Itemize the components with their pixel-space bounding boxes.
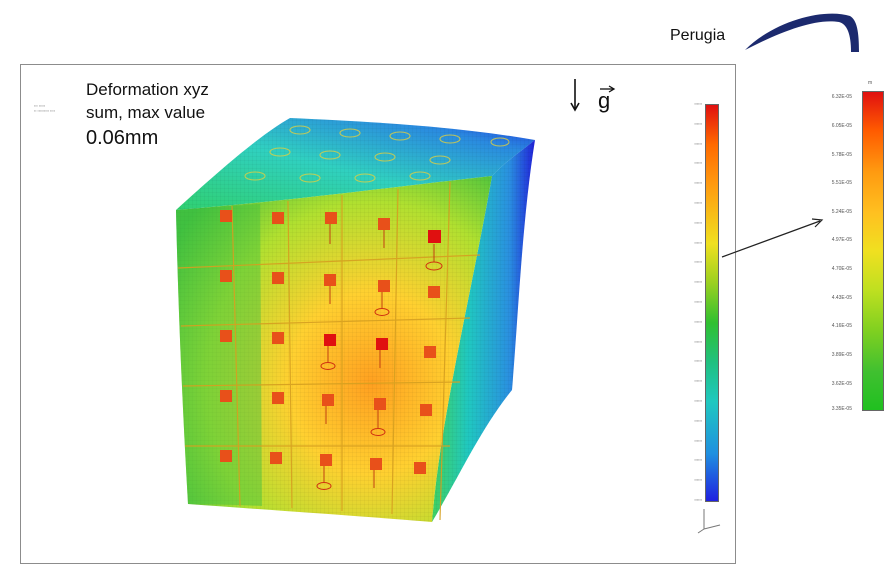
software-metadata: ▪▪▪ ▪▪▪▪▪ ▪▪ ▪▪▪▪▪▪▪▪▪ ▪▪▪▪ (34, 104, 56, 113)
deformation-caption: Deformation xyz sum, max value 0.06mm (86, 78, 209, 152)
legend-tick: 4.16E-05 (831, 323, 852, 330)
legend-tick: 4.97E-05 (831, 237, 852, 244)
deformation-colorbar (705, 104, 719, 502)
small-colorbar-ticks: ▪▪▪▪▪▪ ▪▪▪▪▪▪ ▪▪▪▪▪▪ ▪▪▪▪▪▪ ▪▪▪▪▪▪ ▪▪▪▪▪▪ ▪▪▪… (694, 102, 702, 502)
gravity-arrow-icon (570, 79, 580, 112)
university-logo-swoosh (745, 13, 859, 52)
legend-tick: 5.51E-05 (831, 180, 852, 187)
logo-text: Perugia (670, 27, 726, 44)
legend-tick: 6.05E-05 (831, 122, 852, 129)
legend-unit: m (868, 80, 873, 86)
legend-tick: 3.62E-05 (831, 380, 852, 387)
zoomed-colorbar (862, 91, 884, 411)
gravity-symbol: g (598, 88, 611, 113)
axes-triad-icon (697, 509, 721, 534)
vector-arrow-icon (600, 85, 616, 93)
zoomed-legend-ticks: 6.32E-05 6.05E-05 5.78E-05 5.51E-05 5.24… (808, 91, 852, 412)
legend-tick: 3.89E-05 (831, 351, 852, 358)
legend-tick: 5.78E-05 (831, 151, 852, 158)
max-deformation-value: 0.06mm (86, 127, 159, 149)
legend-tick: 4.43E-05 (831, 294, 852, 301)
legend-tick: 6.32E-05 (831, 94, 852, 101)
legend-tick: 3.35E-05 (831, 406, 852, 412)
caption-line-2: sum, max value (86, 103, 206, 122)
legend-tick: 4.70E-05 (831, 266, 852, 273)
legend-tick: 5.24E-05 (831, 208, 852, 215)
caption-line-1: Deformation xyz (86, 80, 209, 99)
